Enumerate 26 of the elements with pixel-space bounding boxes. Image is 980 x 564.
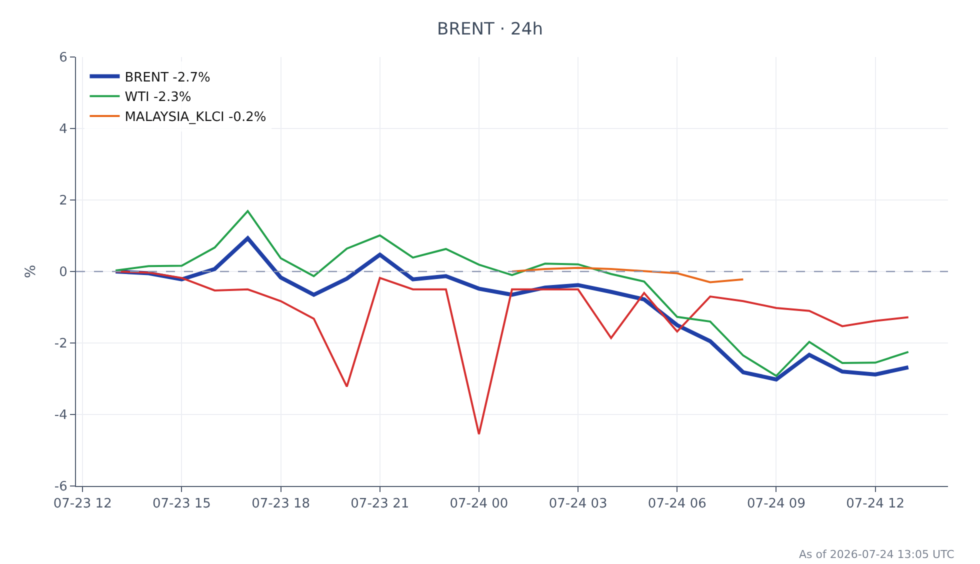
- x-tick-label: 07-24 06: [648, 496, 706, 512]
- x-tick-label: 07-23 18: [252, 496, 310, 512]
- legend-label: BRENT -2.7%: [124, 70, 210, 86]
- y-tick-label: 6: [59, 50, 68, 66]
- text: As of 2026-07-24 13:05 UTC: [799, 548, 955, 561]
- x-tick-label: 07-23 21: [350, 496, 410, 512]
- y-tick-label: -4: [54, 408, 68, 424]
- x-tick-label: 07-24 00: [450, 496, 508, 512]
- x-tick-label: 07-23 12: [53, 496, 112, 512]
- line-series: [511, 266, 744, 284]
- x-tick-label: 07-24 12: [846, 496, 905, 512]
- line-series: [114, 236, 910, 382]
- legend-label: MALAYSIA_KLCI -0.2%: [124, 110, 266, 126]
- y-tick-label: -6: [54, 480, 68, 495]
- x-tick-label: 07-23 15: [152, 496, 211, 512]
- x-tick-label: 07-24 09: [747, 496, 806, 512]
- y-axis-title: %: [23, 264, 40, 278]
- line-series: [114, 210, 910, 377]
- legend-label: WTI -2.3%: [124, 90, 192, 106]
- y-tick-label: 2: [59, 194, 68, 209]
- chart-title: BRENT · 24h: [437, 19, 543, 40]
- y-tick-label: 0: [59, 265, 68, 280]
- y-tick-label: -2: [54, 336, 68, 352]
- line-series: [114, 270, 910, 436]
- x-tick-label: 07-24 03: [548, 496, 608, 512]
- y-tick-label: 4: [59, 122, 68, 138]
